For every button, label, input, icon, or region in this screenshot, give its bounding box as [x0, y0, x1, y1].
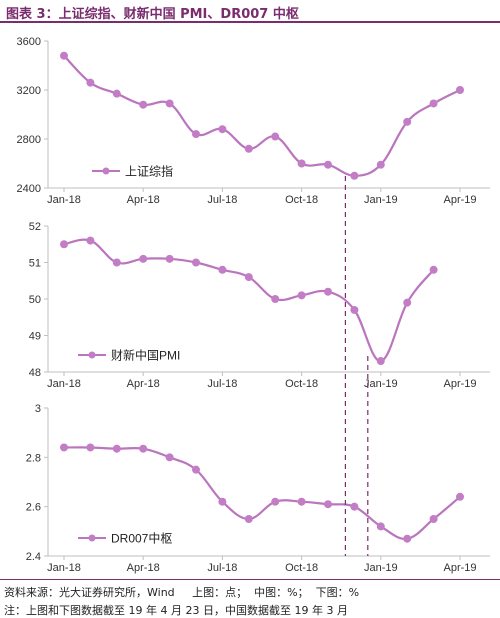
data-point: [218, 497, 227, 506]
legend-label: DR007中枢: [111, 531, 172, 546]
data-point: [192, 465, 200, 474]
title-underline: [0, 21, 500, 23]
data-point: [192, 130, 200, 139]
y-tick-label: 2.8: [26, 452, 41, 464]
data-point: [376, 160, 385, 169]
x-tick-label: Apr-18: [127, 562, 160, 574]
data-point: [376, 522, 385, 531]
legend-swatch-marker: [88, 351, 96, 359]
data-point: [297, 159, 306, 168]
data-point: [244, 273, 253, 282]
data-point: [350, 171, 359, 180]
y-tick-label: 50: [29, 294, 41, 306]
x-tick-label: Apr-18: [127, 194, 160, 206]
data-point: [139, 444, 148, 453]
x-tick-label: Apr-19: [443, 562, 476, 574]
data-point: [218, 125, 227, 134]
y-tick-label: 48: [29, 367, 41, 379]
data-point: [60, 240, 68, 249]
data-point: [456, 492, 464, 501]
data-point: [403, 298, 412, 307]
data-point: [139, 254, 148, 263]
legend-label: 财新中国PMI: [111, 348, 180, 363]
x-tick-label: Jan-19: [364, 562, 398, 574]
data-point: [244, 515, 253, 523]
data-note: 注：上图和下图数据截至 19 年 4 月 23 日，中国数据截至 19 年 3 …: [4, 604, 348, 617]
figure-title: 图表 3：上证综指、财新中国 PMI、DR007 中枢: [6, 7, 299, 22]
chart-panel-3: 2.4 2.6 2.8 3 Jan-18 Apr-18 Jul-18 Oct-18 Jan-19…: [26, 403, 490, 574]
data-point: [350, 305, 359, 314]
x-tick-label: Jan-19: [364, 194, 398, 206]
source-note: 资料来源：光大证券研究所，Wind 上图：点； 中图：%； 下图：%: [4, 586, 360, 599]
x-tick-label: Jul-18: [207, 194, 237, 206]
x-tick-label: Jan-18: [47, 378, 81, 390]
x-tick-label: Oct-18: [285, 562, 318, 574]
data-point: [297, 291, 306, 300]
series-line: [63, 238, 435, 363]
x-tick-label: Jan-19: [364, 378, 398, 390]
data-point: [139, 100, 148, 109]
y-tick-label: 3: [35, 403, 41, 415]
data-point: [429, 99, 438, 108]
data-point: [86, 236, 95, 245]
data-point: [324, 287, 332, 296]
chart-header: 图表 3：上证综指、财新中国 PMI、DR007 中枢: [0, 0, 500, 24]
y-tick-label: 2.6: [26, 502, 41, 514]
data-point: [376, 357, 385, 366]
y-tick-label: 51: [29, 258, 41, 270]
data-point: [112, 258, 121, 267]
x-tick-label: Apr-18: [127, 378, 160, 390]
data-point: [350, 502, 359, 511]
data-point: [403, 534, 412, 543]
data-point: [297, 497, 306, 506]
series-line: [63, 446, 461, 540]
data-point: [112, 444, 121, 453]
footer-rule: [0, 579, 500, 580]
chart-panel-1: 2400 2800 3200 3600 Jan-18 Apr-18 Jul-18 Oct-18…: [17, 36, 490, 206]
x-tick-label: Oct-18: [285, 194, 318, 206]
data-point: [218, 265, 227, 274]
data-point: [324, 160, 332, 169]
data-point: [165, 254, 174, 263]
legend-swatch-marker: [102, 167, 110, 175]
data-point: [244, 144, 253, 153]
data-point: [86, 78, 95, 87]
y-tick-label: 2.4: [26, 551, 41, 563]
y-tick-label: 3600: [17, 36, 41, 48]
y-tick-label: 2400: [17, 183, 41, 195]
x-tick-label: Jul-18: [207, 378, 237, 390]
data-point: [165, 453, 174, 462]
data-point: [429, 265, 438, 274]
x-tick-label: Oct-18: [285, 378, 318, 390]
x-tick-label: Jul-18: [207, 562, 237, 574]
y-tick-label: 52: [29, 221, 41, 233]
data-point: [60, 443, 68, 452]
x-tick-label: Apr-19: [443, 378, 476, 390]
y-tick-label: 2800: [17, 134, 41, 146]
data-point: [165, 99, 174, 108]
data-point: [112, 89, 121, 98]
y-tick-label: 49: [29, 331, 41, 343]
data-point: [403, 117, 412, 126]
y-tick-label: 3200: [17, 85, 41, 97]
data-point: [271, 295, 280, 303]
series-line: [63, 54, 461, 177]
legend-label: 上证综指: [125, 164, 173, 179]
data-point: [429, 515, 438, 523]
data-point: [271, 132, 280, 141]
data-point: [456, 86, 464, 94]
legend-swatch-marker: [88, 534, 96, 542]
data-point: [192, 258, 200, 267]
data-point: [60, 51, 68, 60]
x-tick-label: Jan-18: [47, 562, 81, 574]
charts-canvas: 2400 2800 3200 3600 Jan-18 Apr-18 Jul-18 Oct-18…: [17, 36, 490, 574]
x-tick-label: Apr-19: [443, 194, 476, 206]
data-point: [271, 497, 280, 506]
data-point: [86, 443, 95, 452]
data-point: [324, 500, 332, 509]
x-tick-label: Jan-18: [47, 194, 81, 206]
chart-panel-2: 48 49 50 51 52 Jan-18 Apr-18 Jul-18 Oct-18 Jan-19…: [29, 221, 490, 390]
